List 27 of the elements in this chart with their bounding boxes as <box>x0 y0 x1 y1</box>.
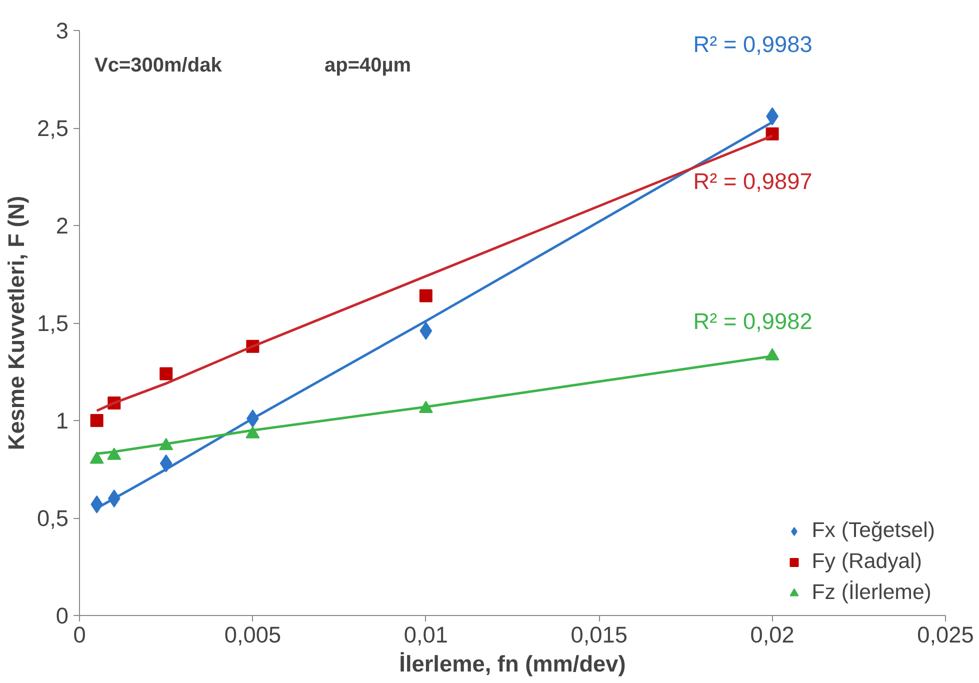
x-tick-label: 0,015 <box>570 622 628 648</box>
y-tick-label: 1,5 <box>37 310 69 336</box>
annotation: R² = 0,9982 <box>693 308 812 334</box>
annotation: Vc=300m/dak <box>94 54 223 76</box>
y-tick-label: 0 <box>56 602 69 628</box>
x-tick-label: 0,005 <box>224 622 282 648</box>
y-axis-title: Kesme Kuvvetleri, F (N) <box>3 196 30 450</box>
point <box>160 367 173 380</box>
y-tick-label: 0,5 <box>37 505 69 531</box>
x-tick-label: 0 <box>73 622 86 648</box>
point <box>420 322 432 340</box>
y-tick-label: 3 <box>56 18 69 44</box>
x-tick-label: 0,01 <box>404 622 448 648</box>
point <box>419 289 432 302</box>
legend-label: Fx (Teğetsel) <box>812 518 935 543</box>
annotation: R² = 0,9983 <box>693 31 812 58</box>
y-tick-label: 2 <box>56 212 69 238</box>
legend-label: Fz (İlerleme) <box>812 580 932 605</box>
y-tick-label: 2,5 <box>37 115 69 141</box>
x-axis-title: İlerleme, fn (mm/dev) <box>399 650 626 676</box>
point <box>90 414 104 427</box>
annotation: ap=40µm <box>324 54 412 76</box>
annotation: R² = 0,9897 <box>693 168 812 194</box>
y-tick-label: 1 <box>56 408 69 434</box>
x-tick-label: 0,025 <box>917 622 974 648</box>
legend-label: Fy (Radyal) <box>812 549 922 574</box>
x-tick-label: 0,02 <box>750 622 794 648</box>
